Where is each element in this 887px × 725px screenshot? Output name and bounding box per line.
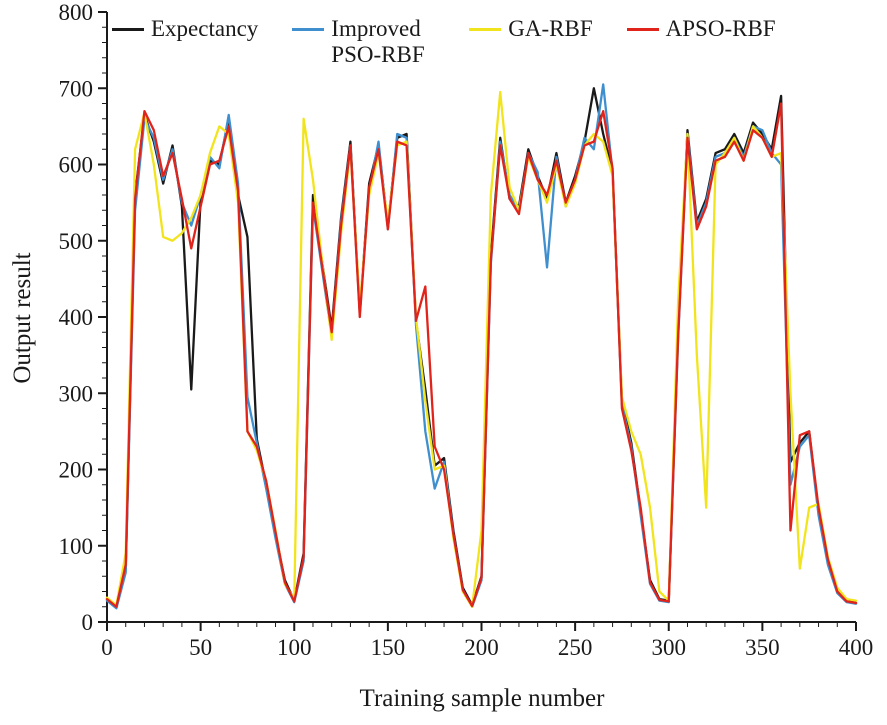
tick-label: 700 [59, 76, 94, 101]
axes: 0 50 100 150 200 250 300 350 400 0 100 200 300 400 500… [59, 0, 874, 660]
tick-label: 300 [59, 381, 94, 406]
legend-item-expectancy: Expectancy [112, 16, 258, 42]
tick-label: 150 [371, 635, 406, 660]
tick-label: 200 [464, 635, 499, 660]
tick-label: 200 [59, 458, 94, 483]
tick-label: 100 [277, 635, 312, 660]
chart-legend: Expectancy Improved PSO-RBF GA-RBF APSO-… [112, 16, 860, 69]
apso-rbf-line-swatch-icon [626, 28, 659, 31]
legend-item-apso-rbf: APSO-RBF [626, 16, 776, 42]
legend-label-improved-pso-rbf: Improved PSO-RBF [331, 16, 425, 68]
legend-item-improved-pso-rbf: Improved PSO-RBF [292, 16, 435, 69]
improved-pso-rbf-line-swatch-icon [292, 28, 325, 31]
tick-label: 400 [839, 635, 874, 660]
tick-label: 0 [101, 635, 113, 660]
tick-label: 500 [59, 229, 94, 254]
tick-label: 600 [59, 153, 94, 178]
legend-item-ga-rbf: GA-RBF [469, 16, 593, 42]
legend-label-apso-rbf: APSO-RBF [665, 16, 776, 41]
data-series [105, 83, 858, 610]
tick-label: 100 [59, 534, 94, 559]
tick-label: 50 [189, 635, 212, 660]
tick-label: 800 [59, 0, 94, 25]
tick-label: 350 [745, 635, 780, 660]
tick-label: 0 [82, 610, 94, 635]
tick-label: 250 [558, 635, 593, 660]
legend-label-ga-rbf: GA-RBF [508, 16, 593, 41]
tick-label: 400 [59, 305, 94, 330]
expectancy-line-swatch-icon [112, 28, 144, 31]
tick-label: 300 [652, 635, 687, 660]
ga-rbf-line-swatch-icon [469, 28, 502, 31]
series-line-ga-rbf [105, 90, 858, 608]
legend-label-expectancy: Expectancy [151, 16, 259, 41]
x-axis-title: Training sample number [360, 685, 606, 712]
y-axis-title: Output result [9, 252, 36, 383]
series-line-apso-rbf [105, 102, 858, 608]
